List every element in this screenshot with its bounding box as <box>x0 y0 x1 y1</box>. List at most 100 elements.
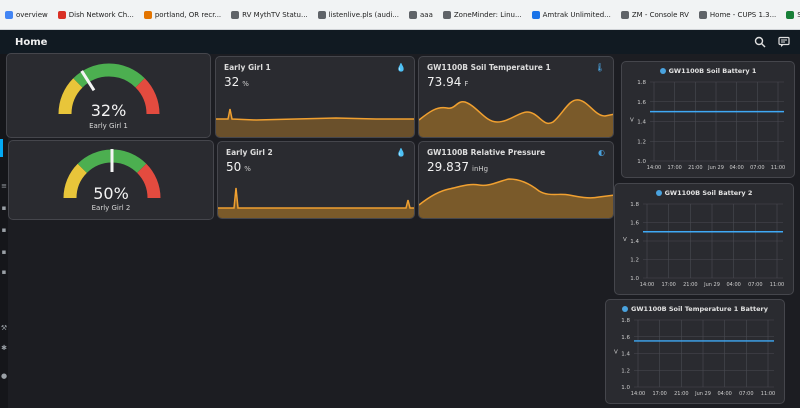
gauge-segment <box>73 63 145 88</box>
bookmark-label: listenlive.pls (audi... <box>328 10 400 19</box>
y-tick-label: 1.6 <box>637 100 646 106</box>
bookmark-item[interactable]: Schedules Direct <box>781 0 800 29</box>
list-icon[interactable]: ≡ <box>1 182 7 190</box>
x-tick-label: 07:00 <box>750 165 764 171</box>
sensor-history-sparkline <box>216 108 414 137</box>
history-chart: 1.8 1.6 1.4 1.2 1.014:00 17:00 21:00 Jun 29 04:0… <box>630 80 785 171</box>
bookmark-label: Home - CUPS 1.3... <box>709 10 777 19</box>
gauge-icon: ◐ <box>598 148 605 157</box>
x-tick-label: 14:00 <box>640 282 654 288</box>
settings-icon[interactable]: ✱ <box>1 344 7 352</box>
y-tick-label: 1.0 <box>621 385 630 391</box>
y-tick-label: 1.2 <box>630 258 639 264</box>
bookmark-item[interactable]: ZoneMinder: Linu... <box>438 0 527 29</box>
bookmark-favicon-icon <box>317 10 326 19</box>
sensor-history-sparkline <box>419 99 613 137</box>
bookmark-item[interactable]: Home - CUPS 1.3... <box>694 0 781 29</box>
y-tick-label: 1.6 <box>621 335 630 341</box>
y-tick-label: 1.6 <box>630 221 639 227</box>
bookmark-item[interactable]: ZM - Console RV <box>616 0 694 29</box>
bookmark-label: Amtrak Unlimited... <box>542 10 611 19</box>
sensor-history-sparkline <box>218 187 414 218</box>
x-tick-label: 17:00 <box>667 165 681 171</box>
thermometer-icon: 🌡 <box>594 63 605 72</box>
history-chart: 1.8 1.6 1.4 1.2 1.014:00 17:00 21:00 Jun 29 04:0… <box>614 318 775 397</box>
bookmark-item[interactable]: RV MythTV Statu... <box>226 0 312 29</box>
bookmark-label: Schedules Direct <box>797 11 800 19</box>
history-chart-soil-temperature-battery[interactable]: GW1100B Soil Temperature 1 Battery 1.8 1.… <box>605 299 785 404</box>
bookmark-item[interactable]: overview <box>0 0 53 29</box>
bookmark-item[interactable]: listenlive.pls (audi... <box>313 0 404 29</box>
sensor-card-soil-temperature[interactable]: GW1100B Soil Temperature 1 73.94 F 🌡 <box>418 56 614 138</box>
developer-tools-icon[interactable]: ⚒ <box>0 324 8 332</box>
x-tick-label: 04:00 <box>726 282 740 288</box>
chart-title: GW1100B Soil Temperature 1 Battery <box>606 305 784 313</box>
y-axis-label: V <box>630 118 634 124</box>
gauge-name: Early Girl 1 <box>89 122 128 130</box>
sidebar-active-indicator <box>0 139 3 157</box>
sensor-history-sparkline <box>419 178 613 218</box>
bookmark-item[interactable]: aaa <box>404 0 438 29</box>
bookmark-favicon-icon <box>620 10 629 19</box>
y-tick-label: 1.0 <box>637 159 646 165</box>
gauge-value: 32% <box>90 101 127 120</box>
gauge-value: 50% <box>93 184 129 203</box>
sensor-value: 29.837 inHg <box>427 160 489 174</box>
sensor-value: 73.94 F <box>427 75 469 89</box>
bookmark-favicon-icon <box>409 10 418 19</box>
search-icon[interactable] <box>754 36 766 48</box>
bookmark-item[interactable]: Dish Network Ch... <box>53 0 139 29</box>
water-drop-icon: 💧 <box>396 148 406 157</box>
gauge-card-early-girl-1[interactable]: 32% Early Girl 1 <box>6 53 211 138</box>
history-chart-soil-battery-2[interactable]: GW1100B Soil Battery 2 1.8 1.6 1.4 1.2 1.0 14… <box>614 183 794 295</box>
x-tick-label: 14:00 <box>631 391 645 397</box>
chart-title: GW1100B Soil Battery 1 <box>622 67 794 75</box>
gauge-name: Early Girl 2 <box>91 204 131 212</box>
x-tick-label: 17:00 <box>652 391 666 397</box>
gauge-segment <box>58 78 83 115</box>
calendar-icon[interactable]: ▪ <box>1 268 7 276</box>
y-tick-label: 1.8 <box>621 318 630 324</box>
x-tick-label: Jun 29 <box>707 165 724 171</box>
y-axis-label: V <box>623 237 627 243</box>
bookmark-label: aaa <box>420 10 433 19</box>
x-tick-label: 07:00 <box>739 391 753 397</box>
history-chart: 1.8 1.6 1.4 1.2 1.014:00 17:00 21:00 Jun 29 04:0… <box>623 202 784 288</box>
x-tick-label: 04:00 <box>717 391 731 397</box>
sensor-card-relative-pressure[interactable]: GW1100B Relative Pressure 29.837 inHg ◐ <box>418 141 614 219</box>
dashboard-icon[interactable]: ▪ <box>1 204 7 212</box>
assist-chat-icon[interactable] <box>778 36 790 48</box>
notifications-icon[interactable]: ● <box>0 372 8 380</box>
bookmark-favicon-icon <box>231 10 240 19</box>
bookmark-item[interactable]: portland, OR recr... <box>139 0 226 29</box>
x-tick-label: 14:00 <box>647 165 661 171</box>
bookmarks-bar: overview Dish Network Ch... portland, OR r… <box>0 0 800 30</box>
gauge-card-early-girl-2[interactable]: 50% Early Girl 2 <box>8 140 214 220</box>
energy-icon[interactable]: ▪ <box>1 226 7 234</box>
gauge-needle <box>80 70 96 92</box>
bookmark-label: RV MythTV Statu... <box>242 10 308 19</box>
bookmark-favicon-icon <box>5 10 13 19</box>
y-axis-label: V <box>614 350 618 356</box>
sensor-card-early-girl-2[interactable]: Early Girl 2 50% 💧 <box>217 141 415 219</box>
chart-title: GW1100B Soil Battery 2 <box>615 189 793 197</box>
x-tick-label: Jun 29 <box>703 282 720 288</box>
y-tick-label: 1.0 <box>630 276 639 282</box>
water-drop-icon: 💧 <box>396 63 406 72</box>
sidebar: ≡ ▪ ▪ ▪ ▪ ⚒ ✱ ● <box>0 54 8 408</box>
history-chart-soil-battery-1[interactable]: GW1100B Soil Battery 1 1.8 1.6 1.4 1.2 1.0 14… <box>621 61 795 178</box>
page-title: Home <box>15 36 48 48</box>
x-tick-label: 11:00 <box>771 165 785 171</box>
bookmark-item[interactable]: Amtrak Unlimited... <box>527 0 616 29</box>
y-tick-label: 1.4 <box>621 352 630 358</box>
gauge-segment <box>136 163 161 199</box>
bookmark-label: Dish Network Ch... <box>68 10 134 19</box>
y-tick-label: 1.2 <box>637 139 646 145</box>
bookmark-label: ZM - Console RV <box>631 10 689 19</box>
sensor-card-early-girl-1[interactable]: Early Girl 1 32% 💧 <box>215 56 415 138</box>
x-tick-label: 21:00 <box>683 282 697 288</box>
bookmark-favicon-icon <box>531 10 540 19</box>
code-icon[interactable]: ▪ <box>1 248 7 256</box>
bookmark-favicon-icon <box>442 10 451 19</box>
bookmark-label: overview <box>16 10 48 19</box>
